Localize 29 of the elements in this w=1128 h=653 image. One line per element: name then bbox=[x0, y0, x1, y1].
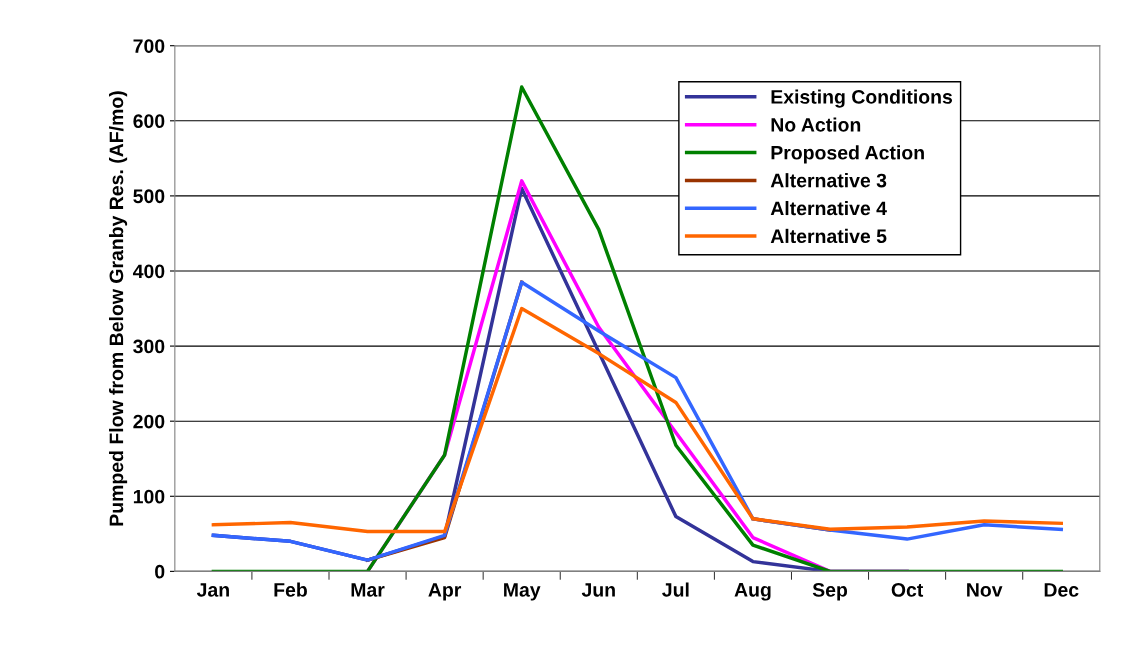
y-axis-title: Pumped Flow from Below Granby Res. (AF/mo) bbox=[109, 91, 128, 526]
line-series bbox=[211, 85, 1063, 572]
legend-label: Alternative 4 bbox=[770, 200, 887, 216]
legend-label: Alternative 5 bbox=[770, 228, 887, 244]
x-tick-label: Apr bbox=[428, 583, 462, 601]
x-tick-label: Nov bbox=[967, 583, 1003, 597]
x-tick-label: Jul bbox=[662, 582, 689, 597]
y-tick-label: 200 bbox=[133, 414, 165, 429]
legend-label: Proposed Action bbox=[771, 145, 924, 164]
y-tick-label: 0 bbox=[155, 564, 165, 579]
x-tick-label: Jun bbox=[581, 583, 615, 597]
y-tick-label: 400 bbox=[132, 264, 165, 279]
y-tick-label: 700 bbox=[133, 39, 165, 53]
x-tick-label: Aug bbox=[734, 583, 771, 601]
x-tick-label: Mar bbox=[351, 583, 385, 597]
x-tick-label: May bbox=[504, 583, 541, 601]
legend-label: Alternative 3 bbox=[770, 173, 887, 188]
x-tick-label: Oct bbox=[891, 583, 924, 597]
y-tick-label: 300 bbox=[133, 339, 165, 354]
y-tick-label: 600 bbox=[133, 114, 165, 129]
x-tick-label: Dec bbox=[1044, 583, 1079, 597]
x-tick-label: Sep bbox=[812, 583, 848, 601]
legend-label: No Action bbox=[771, 117, 861, 132]
y-tick-label: 500 bbox=[133, 189, 165, 204]
x-tick-label: Jan bbox=[196, 583, 229, 597]
x-tick-label: Feb bbox=[274, 582, 307, 597]
y-tick-label: 100 bbox=[133, 489, 165, 504]
line-series bbox=[211, 306, 1063, 534]
legend-label: Existing Conditions bbox=[771, 89, 953, 108]
